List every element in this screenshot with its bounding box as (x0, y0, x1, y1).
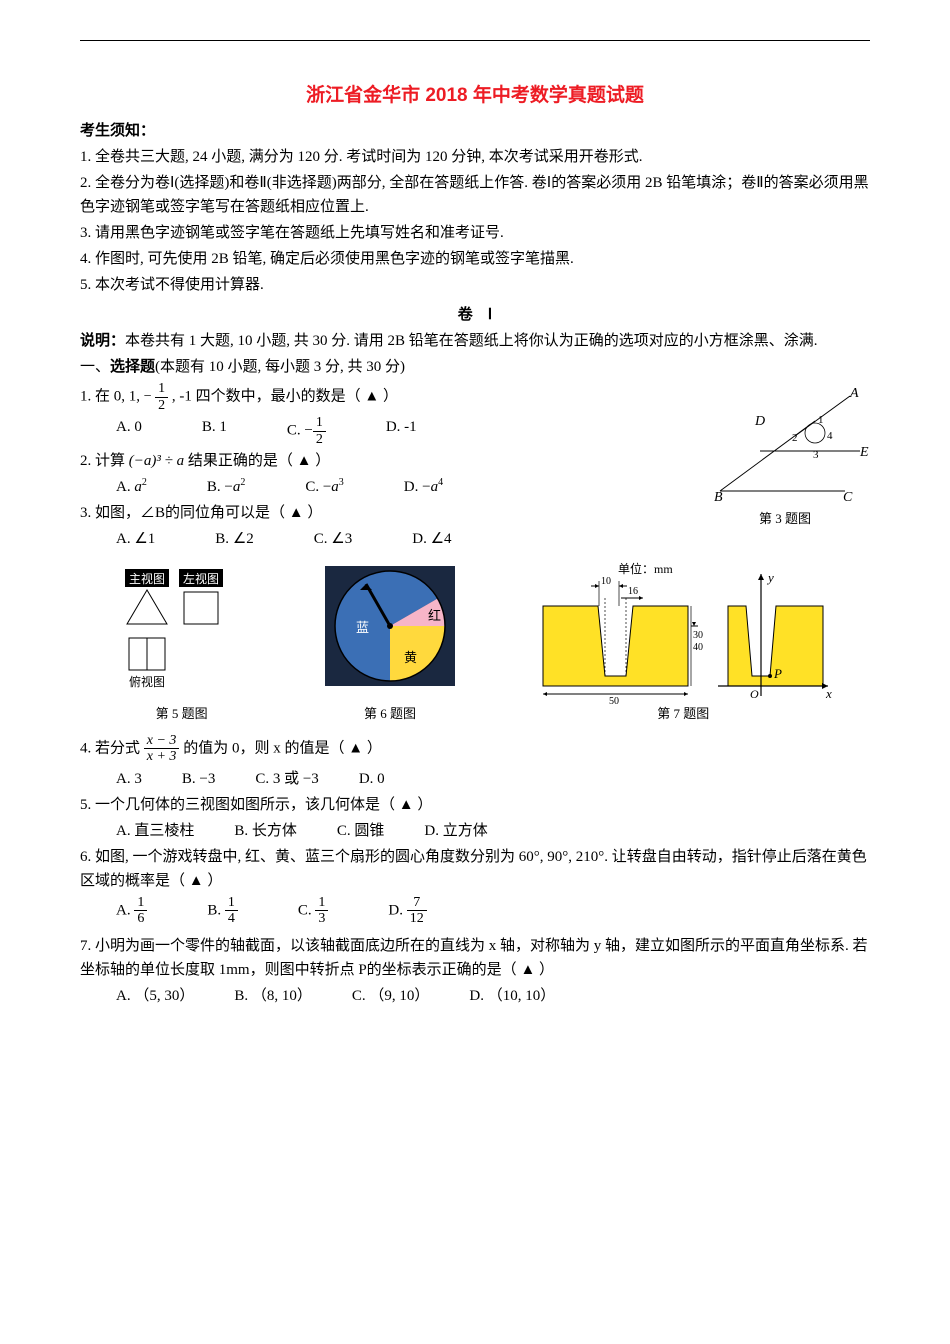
q6-label-red: 红 (428, 608, 441, 623)
q4-options: A. 3 B. −3 C. 3 或 −3 D. 0 (80, 767, 870, 791)
top-rule (80, 40, 870, 41)
q7-options: A. （5, 30） B. （8, 10） C. （9, 10） D. （10,… (80, 984, 870, 1008)
q1-blank: ▲ (364, 389, 379, 405)
q3-opt-C: C. ∠3 (314, 527, 352, 551)
q5-top-label: 俯视图 (129, 674, 165, 689)
q5-figure: 主视图 左视图 俯视图 第 5 题图 (117, 566, 247, 725)
q7-n40: 40 (693, 642, 703, 653)
q5: 5. 一个几何体的三视图如图所示，该几何体是（ ▲ ） (80, 793, 870, 817)
q4-opt-A: A. 3 (116, 767, 142, 791)
q7-unit: 单位：mm (618, 561, 673, 576)
juan-note-prefix: 说明： (80, 333, 125, 349)
q7-opt-C: C. （9, 10） (352, 984, 430, 1008)
notice-2: 2. 全卷分为卷Ⅰ(选择题)和卷Ⅱ(非选择题)两部分, 全部在答题纸上作答. 卷… (80, 171, 870, 219)
q1-opt-C: C. −12 (287, 415, 326, 447)
q7-opt-A: A. （5, 30） (116, 984, 194, 1008)
q6-opt-A: A. 16 (116, 895, 147, 927)
q3: 3. 如图，∠B的同位角可以是（ ▲ ） (80, 501, 870, 525)
q2-expr: (−a)³ ÷ a (129, 453, 184, 469)
section1-header: 一、一、选择题(本题有 10 小题, 每小题 3 分, 共 30 分)选择题(本… (80, 355, 870, 379)
juan-note-text: 本卷共有 1 大题, 10 小题, 共 30 分. 请用 2B 铅笔在答题纸上将… (125, 333, 818, 349)
notice-header: 考生须知： (80, 119, 870, 143)
q7-opt-D: D. （10, 10） (469, 984, 555, 1008)
q7-O: O (750, 687, 759, 701)
q1-opt-D: D. -1 (386, 415, 417, 447)
q1-stem-a: 1. 在 0, 1, (80, 389, 144, 405)
q1-neg-half: − 12 (144, 381, 168, 413)
q6-opt-D: D. 712 (388, 895, 426, 927)
juan-note: 说明：本卷共有 1 大题, 10 小题, 共 30 分. 请用 2B 铅笔在答题… (80, 329, 870, 353)
q5-opt-D: D. 立方体 (424, 819, 487, 843)
q3-label-1: 1 (818, 414, 824, 426)
notice-1: 1. 全卷共三大题, 24 小题, 满分为 120 分. 考试时间为 120 分… (80, 145, 870, 169)
juan-label: 卷 Ⅰ (80, 303, 870, 327)
q7-n10: 10 (601, 576, 611, 587)
q2-options: A. a2 B. −a2 C. −a3 D. −a4 (80, 475, 690, 499)
q4-opt-B: B. −3 (182, 767, 215, 791)
notice-5: 5. 本次考试不得使用计算器. (80, 273, 870, 297)
q2-opt-C: C. −a3 (305, 475, 343, 499)
q6-opt-C: C. 13 (298, 895, 329, 927)
q5-options: A. 直三棱柱 B. 长方体 C. 圆锥 D. 立方体 (80, 819, 870, 843)
q7-n16: 16 (628, 586, 638, 597)
q7-n50: 50 (609, 696, 619, 707)
q1-options: A. 0 B. 1 C. −12 D. -1 (80, 415, 690, 447)
q6-figure: 红 黄 蓝 第 6 题图 (320, 566, 460, 725)
q1: 1. 在 0, 1, − 12 , -1 四个数中，最小的数是（ ▲ ） (80, 381, 870, 413)
q4: 4. 若分式 x − 3x + 3 的值为 0，则 x 的值是（ ▲ ） (80, 733, 870, 765)
q6-label-yellow: 黄 (404, 650, 417, 665)
notice-3: 3. 请用黑色字迹钢笔或签字笔在答题纸上先填写姓名和准考证号. (80, 221, 870, 245)
q1-stem-c: ） (379, 389, 398, 405)
q3-label-2: 2 (792, 432, 798, 444)
q3-label-4: 4 (827, 430, 833, 442)
q5-opt-B: B. 长方体 (234, 819, 297, 843)
q7-y: y (766, 570, 774, 585)
q2-opt-B: B. −a2 (207, 475, 245, 499)
q3-options: A. ∠1 B. ∠2 C. ∠3 D. ∠4 (80, 527, 690, 551)
q7-P: P (773, 666, 782, 681)
q3-opt-B: B. ∠2 (215, 527, 253, 551)
q7-n30: 30 (693, 630, 703, 641)
q6-label-blue: 蓝 (356, 620, 369, 635)
q7-caption: 第 7 题图 (533, 704, 833, 725)
q5-caption: 第 5 题图 (117, 704, 247, 725)
q1-opt-A: A. 0 (116, 415, 142, 447)
q6-opt-B: B. 14 (207, 895, 238, 927)
q7-x: x (825, 686, 832, 701)
q7-shape-left (543, 606, 688, 686)
q1-opt-B: B. 1 (202, 415, 227, 447)
q5-opt-A: A. 直三棱柱 (116, 819, 194, 843)
q5-left-label: 左视图 (183, 571, 219, 586)
q7: 7. 小明为画一个零件的轴截面，以该轴截面底边所在的直线为 x 轴，对称轴为 y… (80, 934, 870, 982)
q5-opt-C: C. 圆锥 (337, 819, 385, 843)
q6-caption: 第 6 题图 (320, 704, 460, 725)
q6: 6. 如图, 一个游戏转盘中, 红、黄、蓝三个扇形的圆心角度数分别为 60°, … (80, 845, 870, 893)
q3-label-D: D (754, 414, 765, 429)
q3-opt-D: D. ∠4 (412, 527, 451, 551)
q2: 2. 计算 (−a)³ ÷ a 结果正确的是（ ▲ ） (80, 449, 870, 473)
q5-main-label: 主视图 (129, 571, 165, 586)
q1-stem-b: , -1 四个数中，最小的数是（ (172, 389, 365, 405)
q4-opt-C: C. 3 或 −3 (255, 767, 318, 791)
q6-options: A. 16 B. 14 C. 13 D. 712 (80, 895, 870, 927)
q2-opt-D: D. −a4 (404, 475, 443, 499)
figures-row: 主视图 左视图 俯视图 第 5 题图 (80, 561, 870, 725)
q3-opt-A: A. ∠1 (116, 527, 155, 551)
q7-opt-B: B. （8, 10） (234, 984, 312, 1008)
q7-figure: 单位：mm 10 16 30 40 (533, 561, 833, 725)
q4-opt-D: D. 0 (359, 767, 385, 791)
notice-4: 4. 作图时, 可先使用 2B 铅笔, 确定后必须使用黑色字迹的钢笔或签字笔描黑… (80, 247, 870, 271)
page-title: 浙江省金华市 2018 年中考数学真题试题 (80, 81, 870, 111)
q2-opt-A: A. a2 (116, 475, 147, 499)
